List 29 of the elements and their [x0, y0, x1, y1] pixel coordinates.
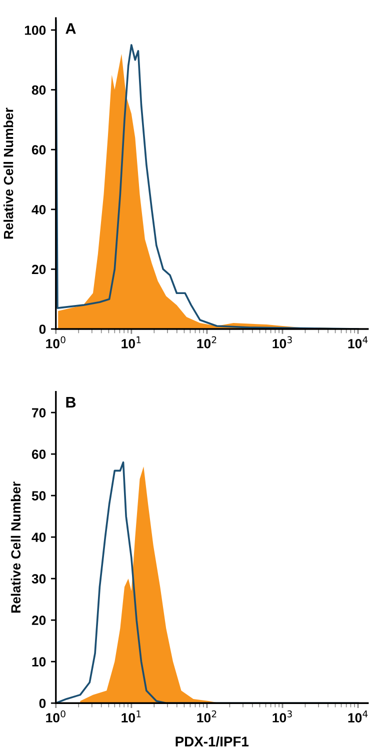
x-tick-label: 10$^{0}$: [46, 336, 66, 348]
y-tick-label: 0: [39, 698, 46, 708]
y-axis-title: Relative Cell Number: [10, 482, 21, 613]
y-tick-label: 20: [32, 616, 46, 626]
y-tick-label: 50: [32, 491, 46, 500]
y-tick-label: 40: [32, 532, 46, 542]
x-tick-label: 10$^{0}$: [46, 710, 66, 722]
x-tick-label: 10$^{3}$: [272, 710, 292, 722]
y-tick-label: 20: [32, 264, 46, 274]
y-tick-label: 10: [32, 657, 46, 667]
y-tick-label: 60: [32, 450, 46, 459]
chart-title: A: [66, 23, 76, 34]
chart-title: B: [66, 397, 76, 408]
y-tick-label: 40: [32, 204, 46, 214]
x-tick-label: 10$^{1}$: [122, 336, 141, 348]
y-tick-label: 100: [24, 26, 46, 35]
x-tick-label: 10$^{2}$: [197, 336, 216, 348]
x-tick-label: 10$^{3}$: [272, 336, 292, 348]
y-axis-title: Relative Cell Number: [4, 108, 14, 239]
y-tick-label: 60: [32, 145, 46, 155]
x-tick-label: 10$^{1}$: [122, 710, 141, 722]
y-tick-label: 80: [32, 85, 46, 95]
x-axis-title: PDX-1/IPF1: [176, 736, 249, 747]
x-tick-label: 10$^{4}$: [348, 336, 368, 348]
y-tick-label: 30: [32, 574, 46, 584]
y-tick-label: 0: [39, 324, 46, 334]
x-tick-label: 10$^{2}$: [197, 710, 216, 722]
y-tick-label: 70: [32, 408, 46, 418]
x-tick-label: 10$^{4}$: [348, 710, 368, 722]
